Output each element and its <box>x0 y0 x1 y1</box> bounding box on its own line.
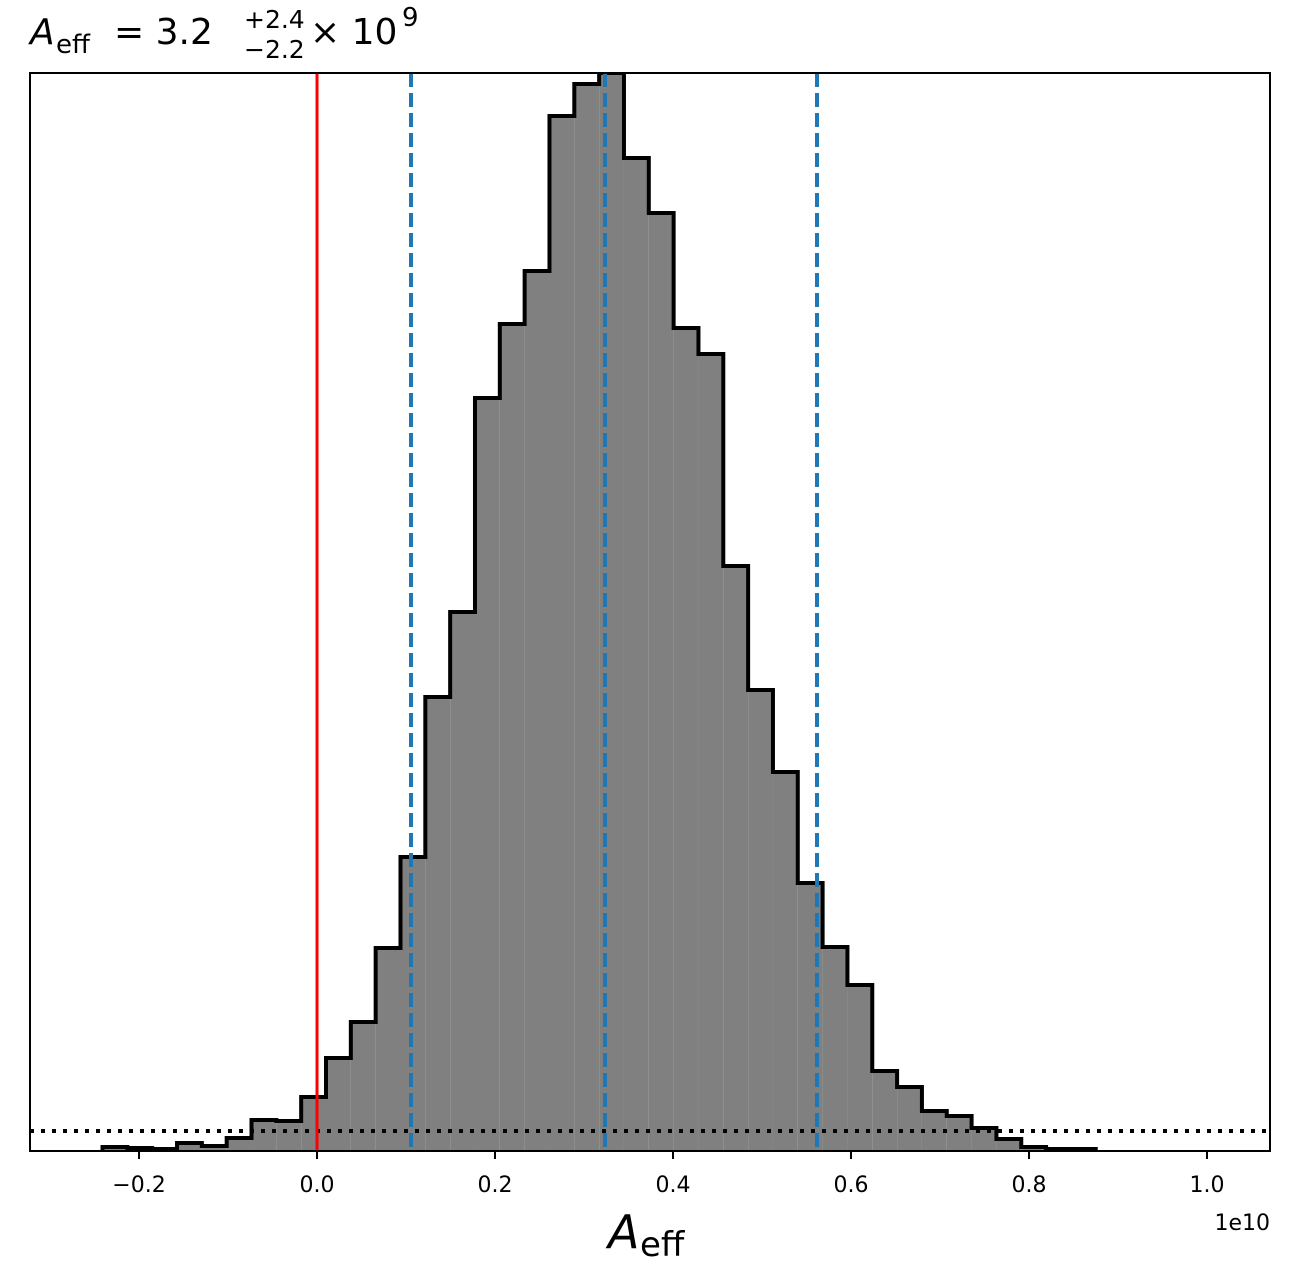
x-tick-label: 0.8 <box>1011 1173 1046 1198</box>
bar <box>499 324 525 1151</box>
title-subscript: eff <box>56 30 91 60</box>
bar <box>822 947 848 1151</box>
bar <box>648 213 674 1151</box>
bar <box>201 1146 227 1151</box>
x-label-subscript: eff <box>640 1225 686 1265</box>
plot-frame <box>29 72 1271 1152</box>
bar <box>623 158 649 1151</box>
bar <box>599 73 624 1151</box>
bar <box>897 1087 922 1151</box>
bar <box>326 1058 351 1151</box>
x-tick-label: 0.4 <box>656 1173 691 1198</box>
bar <box>872 1071 898 1151</box>
title-times: × 10 <box>310 12 397 53</box>
bar <box>748 690 773 1151</box>
bar <box>847 985 873 1151</box>
bar <box>474 398 500 1151</box>
bar <box>226 1138 252 1151</box>
title-value: = 3.2 <box>114 12 213 53</box>
bar <box>276 1121 302 1151</box>
x-tick-label: 1.0 <box>1189 1173 1224 1198</box>
bar <box>301 1097 327 1151</box>
x-label-symbol: A <box>605 1205 639 1259</box>
title-exponent: 9 <box>402 3 419 33</box>
histogram-outline <box>100 73 1098 1151</box>
bar <box>772 772 798 1151</box>
bar <box>375 948 401 1151</box>
bar <box>450 612 475 1151</box>
bar <box>723 566 749 1151</box>
bar <box>549 116 575 1151</box>
bar <box>971 1128 997 1151</box>
bar <box>574 84 600 1151</box>
title-upper: +2.4 <box>244 5 305 34</box>
title-symbol: A <box>28 12 55 53</box>
title-lower: −2.2 <box>244 35 305 64</box>
bar <box>698 354 724 1151</box>
bar <box>996 1139 1022 1151</box>
bar <box>425 697 451 1151</box>
bar <box>946 1116 972 1151</box>
bar <box>524 271 550 1151</box>
bar <box>673 328 699 1151</box>
x-tick-label: 0.0 <box>300 1173 335 1198</box>
x-tick-label: 0.6 <box>834 1173 869 1198</box>
x-offset-label: 1e10 <box>1214 1211 1270 1236</box>
x-tick-label: −0.2 <box>112 1173 165 1198</box>
bar <box>177 1143 202 1151</box>
bar <box>251 1120 277 1151</box>
x-tick-label: 0.2 <box>478 1173 513 1198</box>
